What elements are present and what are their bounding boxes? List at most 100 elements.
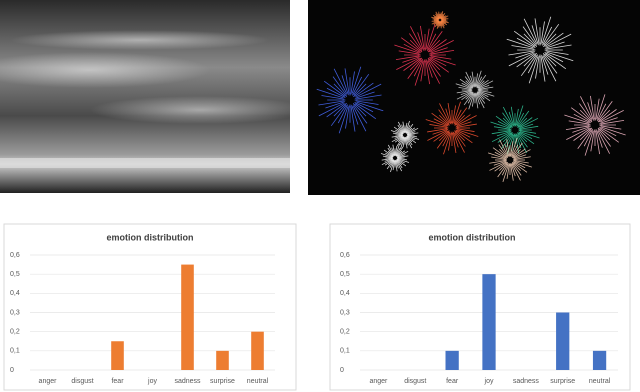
spark xyxy=(427,59,441,77)
spark xyxy=(387,150,394,157)
spark xyxy=(476,80,485,89)
spark xyxy=(352,102,367,117)
spark xyxy=(516,112,525,127)
spark xyxy=(333,102,348,117)
spark xyxy=(405,120,410,133)
spark xyxy=(396,158,405,164)
spark xyxy=(596,103,607,121)
spark xyxy=(511,138,518,156)
spark xyxy=(406,136,413,143)
spark xyxy=(583,129,594,147)
spark xyxy=(402,121,405,133)
spark xyxy=(488,152,506,159)
spark xyxy=(520,54,537,77)
spark xyxy=(458,86,472,90)
spark xyxy=(394,135,404,139)
y-tick-label: 0,2 xyxy=(340,329,350,336)
spark xyxy=(523,18,538,44)
spark xyxy=(390,160,395,173)
spark xyxy=(427,60,440,84)
spark xyxy=(478,80,494,89)
spark xyxy=(461,82,473,89)
spark xyxy=(455,129,471,138)
spark xyxy=(455,114,471,126)
spark xyxy=(439,103,450,124)
x-tick-label: neutral xyxy=(589,378,611,385)
spark xyxy=(519,117,539,129)
spark xyxy=(391,135,403,138)
spark xyxy=(430,50,455,55)
spark xyxy=(522,26,537,46)
spark xyxy=(513,162,528,173)
spark xyxy=(440,12,446,19)
y-tick-label: 0,1 xyxy=(340,348,350,355)
bar xyxy=(482,274,496,370)
spark xyxy=(595,130,600,155)
spark xyxy=(546,44,572,50)
spark xyxy=(407,59,422,80)
spark xyxy=(397,150,409,158)
spark xyxy=(392,160,396,171)
x-tick-label: surprise xyxy=(210,378,235,385)
chart-title: emotion distribution xyxy=(107,232,194,242)
spark xyxy=(454,107,468,125)
spark xyxy=(477,84,490,90)
spark xyxy=(527,54,539,74)
spark xyxy=(397,124,404,134)
bar xyxy=(181,264,194,370)
y-tick-label: 0,4 xyxy=(340,290,350,297)
y-tick-label: 0 xyxy=(340,367,344,374)
spark xyxy=(518,123,534,130)
spark xyxy=(354,82,374,97)
spark xyxy=(523,52,538,67)
y-tick-label: 0,1 xyxy=(10,348,20,355)
spark xyxy=(431,56,456,66)
spark xyxy=(453,101,461,123)
spark xyxy=(429,56,447,67)
spark xyxy=(393,126,404,134)
spark xyxy=(432,14,439,20)
spark xyxy=(454,132,465,153)
spark xyxy=(475,92,481,105)
spark xyxy=(502,164,509,182)
spark xyxy=(392,144,395,156)
spark xyxy=(351,76,363,96)
spark xyxy=(493,160,507,166)
y-tick-label: 0,5 xyxy=(10,271,20,278)
spark xyxy=(401,124,405,134)
spark xyxy=(546,33,572,48)
spark xyxy=(448,132,452,151)
spark xyxy=(427,57,441,71)
spark xyxy=(477,91,489,98)
spark xyxy=(517,117,528,128)
spark xyxy=(510,106,515,126)
x-tick-label: joy xyxy=(484,378,494,385)
spark xyxy=(417,32,424,51)
spark xyxy=(515,51,536,59)
spark xyxy=(438,114,450,126)
x-tick-label: joy xyxy=(147,378,157,385)
spark xyxy=(460,90,473,96)
spark xyxy=(490,121,511,129)
spark xyxy=(436,131,450,149)
spark xyxy=(512,142,523,157)
spark xyxy=(454,114,466,126)
spark xyxy=(406,127,416,134)
y-tick-label: 0 xyxy=(10,367,14,374)
spark xyxy=(513,160,529,164)
spark xyxy=(579,109,593,123)
spark xyxy=(510,164,514,181)
spark xyxy=(511,149,521,159)
spark xyxy=(531,25,539,46)
spark xyxy=(516,105,524,126)
spark xyxy=(459,78,473,89)
spark xyxy=(476,76,483,88)
spark xyxy=(566,127,590,140)
bar xyxy=(251,331,264,370)
spark xyxy=(476,91,485,100)
spark xyxy=(397,136,404,143)
spark xyxy=(385,152,394,158)
spark xyxy=(350,106,356,132)
spark xyxy=(543,23,560,46)
spark xyxy=(597,129,611,147)
